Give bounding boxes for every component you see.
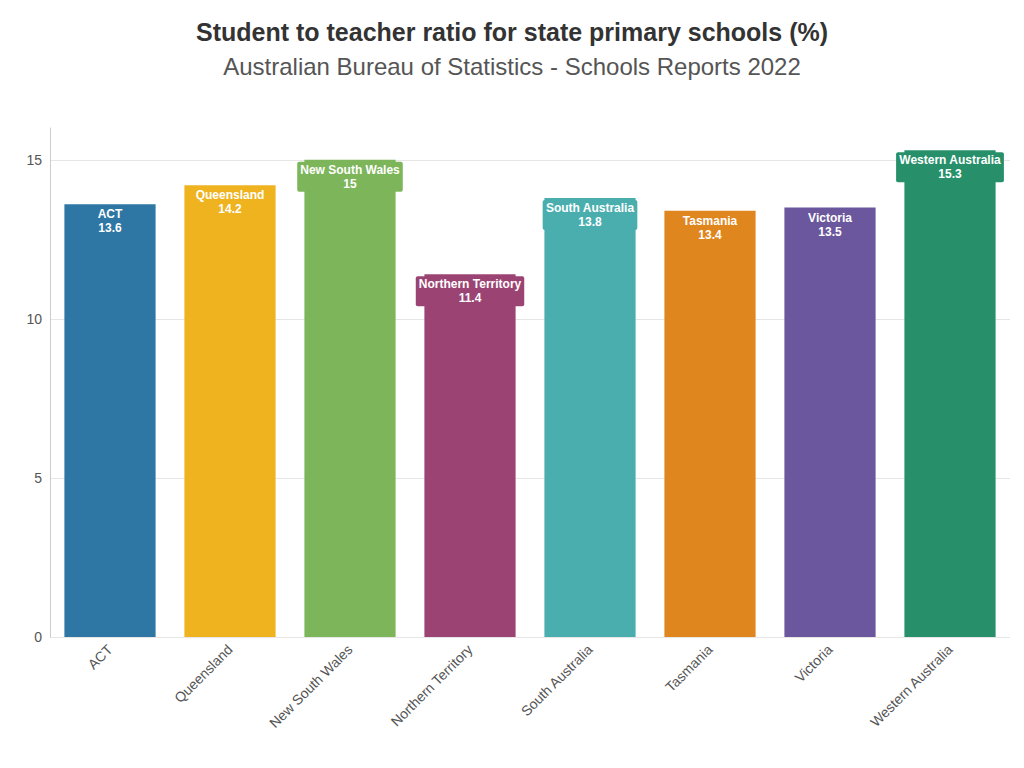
svg-text:Victoria: Victoria bbox=[792, 641, 836, 685]
svg-text:New South Wales: New South Wales bbox=[266, 641, 356, 731]
svg-text:ACT: ACT bbox=[98, 207, 123, 221]
svg-text:0: 0 bbox=[34, 629, 42, 645]
svg-text:Tasmania: Tasmania bbox=[683, 214, 738, 228]
svg-text:Western Australia: Western Australia bbox=[867, 641, 956, 730]
svg-text:13.6: 13.6 bbox=[98, 221, 122, 235]
svg-text:Queensland: Queensland bbox=[196, 188, 265, 202]
svg-text:Western Australia: Western Australia bbox=[899, 153, 1001, 167]
svg-text:13.5: 13.5 bbox=[818, 225, 842, 239]
svg-text:15: 15 bbox=[26, 152, 42, 168]
svg-text:15: 15 bbox=[343, 177, 357, 191]
svg-text:Australian Bureau of Statistic: Australian Bureau of Statistics - School… bbox=[223, 53, 801, 80]
svg-text:Tasmania: Tasmania bbox=[662, 641, 716, 695]
svg-text:11.4: 11.4 bbox=[459, 291, 482, 305]
svg-text:13.8: 13.8 bbox=[578, 215, 602, 229]
svg-text:Northern Territory: Northern Territory bbox=[388, 641, 476, 729]
svg-text:5: 5 bbox=[34, 470, 42, 486]
svg-text:14.2: 14.2 bbox=[218, 202, 242, 216]
svg-text:15.3: 15.3 bbox=[938, 167, 962, 181]
svg-text:Northern Territory: Northern Territory bbox=[419, 277, 522, 291]
svg-text:Student to teacher ratio for s: Student to teacher ratio for state prima… bbox=[196, 18, 828, 46]
svg-text:Queensland: Queensland bbox=[171, 641, 236, 706]
svg-text:ACT: ACT bbox=[85, 641, 116, 672]
svg-text:New South Wales: New South Wales bbox=[300, 163, 400, 177]
svg-text:South Australia: South Australia bbox=[546, 201, 635, 215]
svg-text:Victoria: Victoria bbox=[808, 211, 852, 225]
svg-text:13.4: 13.4 bbox=[698, 228, 722, 242]
svg-text:South Australia: South Australia bbox=[518, 641, 596, 719]
svg-text:10: 10 bbox=[26, 311, 42, 327]
